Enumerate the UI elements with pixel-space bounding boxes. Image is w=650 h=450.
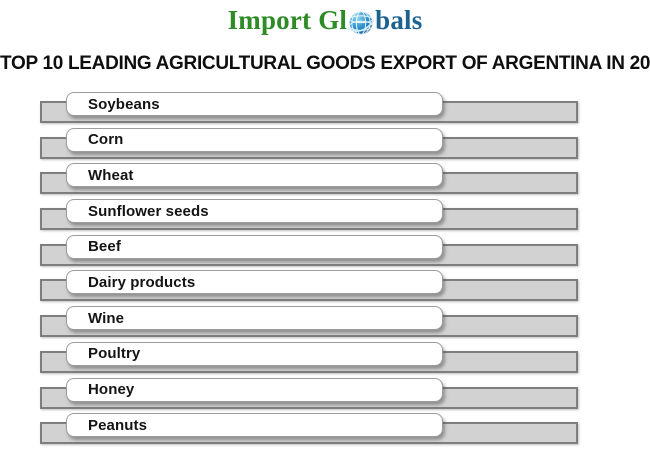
logo: Import Gl bals: [0, 5, 650, 36]
bar-label-pill: Peanuts: [66, 413, 443, 438]
bar-label: Poultry: [88, 345, 141, 363]
bar-row: Peanuts: [0, 413, 650, 449]
bar-label-pill: Dairy products: [66, 270, 443, 295]
bar-label-pill: Wheat: [66, 163, 443, 188]
bar-row: Honey: [0, 377, 650, 414]
bar-row: Beef: [0, 234, 650, 271]
bar-label: Sunflower seeds: [88, 202, 209, 220]
bar-row: Sunflower seeds: [0, 199, 650, 235]
bar-label: Beef: [88, 238, 121, 256]
bar-label: Soybeans: [88, 95, 160, 113]
bar-label-pill: Sunflower seeds: [66, 199, 443, 224]
bar-label: Wine: [88, 309, 125, 327]
bar-label-pill: Poultry: [66, 341, 443, 366]
bar-row: Wheat: [0, 163, 650, 199]
bar-label-pill: Honey: [66, 377, 443, 402]
logo-text-blue: bals: [375, 5, 423, 35]
bar-chart: Soybeans Corn Wheat Sunflower seeds Beef: [0, 92, 650, 449]
logo-text-green: Import Gl: [227, 5, 348, 35]
bar-label-pill: Soybeans: [66, 92, 443, 116]
bar-label: Dairy products: [88, 273, 196, 291]
chart-title: TOP 10 LEADING AGRICULTURAL GOODS EXPORT…: [0, 53, 650, 74]
bar-label-pill: Corn: [66, 127, 443, 152]
bar-label: Peanuts: [88, 416, 148, 434]
bar-row: Corn: [0, 127, 650, 164]
bar-row: Wine: [0, 306, 650, 342]
bar-label: Wheat: [88, 166, 134, 184]
bar-label-pill: Beef: [66, 234, 443, 259]
bar-label-pill: Wine: [66, 306, 443, 331]
bar-row: Dairy products: [0, 270, 650, 306]
bar-row: Soybeans: [0, 92, 650, 128]
bar-label: Honey: [88, 381, 135, 398]
bar-label: Corn: [88, 131, 124, 149]
globe-icon: [348, 11, 375, 34]
bar-row: Poultry: [0, 341, 650, 378]
